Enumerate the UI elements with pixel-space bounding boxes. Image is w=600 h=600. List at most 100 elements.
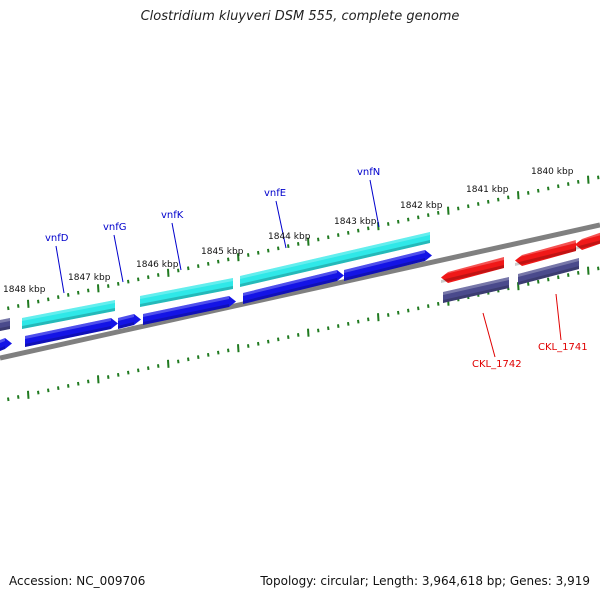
- label-leader-lines: [55, 179, 562, 358]
- tick-mark: [127, 279, 130, 284]
- tick-mark: [47, 297, 50, 302]
- tick-mark: [387, 313, 390, 317]
- kbp-label-1845: 1845 kbp: [201, 247, 244, 257]
- tick-mark: [167, 359, 170, 368]
- tick-mark: [37, 299, 40, 304]
- gene-label-vnfn: vnfN: [357, 167, 380, 178]
- tick-mark: [117, 281, 120, 286]
- gene-label-vnfe: vnfE: [264, 188, 286, 199]
- gene-label-vnfg: vnfG: [103, 222, 127, 233]
- tick-mark: [307, 328, 310, 337]
- gene-ckl-1741: [515, 240, 576, 266]
- tick-mark: [227, 257, 230, 262]
- tick-mark: [87, 288, 90, 293]
- tick-mark: [357, 228, 360, 233]
- tick-mark: [297, 333, 300, 337]
- tick-mark: [157, 273, 160, 277]
- tick-mark: [437, 302, 440, 306]
- tick-mark: [197, 355, 200, 359]
- tick-mark: [287, 335, 290, 340]
- tick-mark: [377, 313, 380, 322]
- tick-mark: [347, 230, 350, 235]
- gene-features: [0, 232, 600, 351]
- tick-mark: [597, 175, 600, 180]
- tick-mark: [107, 284, 110, 288]
- tick-mark: [407, 308, 410, 313]
- tick-mark: [137, 368, 140, 373]
- gene-vnfd: [25, 318, 118, 347]
- tick-mark: [177, 268, 180, 273]
- tick-mark: [327, 235, 330, 240]
- gene-labels: vnfD vnfG vnfK vnfE vnfN CKL_1742 CKL_17…: [45, 167, 588, 370]
- tick-mark: [47, 388, 50, 393]
- tick-mark: [337, 233, 340, 237]
- tick-mark: [37, 390, 40, 395]
- tick-mark: [527, 282, 530, 286]
- tick-mark: [7, 397, 10, 402]
- tick-mark: [527, 191, 530, 195]
- tick-mark: [397, 310, 400, 315]
- leader-vnfn: [369, 179, 380, 228]
- tick-mark: [277, 246, 280, 251]
- tick-mark: [207, 352, 210, 357]
- tick-mark: [427, 304, 430, 309]
- tick-mark: [227, 348, 230, 353]
- gene-vnfe-vnfn-cyan: [240, 232, 430, 287]
- tick-mark: [247, 253, 250, 257]
- tick-mark: [257, 250, 260, 255]
- tick-mark: [337, 324, 340, 328]
- gene-label-ckl-1742: CKL_1742: [472, 359, 522, 370]
- tick-mark: [247, 344, 250, 348]
- kbp-label-1847: 1847 kbp: [68, 273, 111, 283]
- kbp-label-1840: 1840 kbp: [531, 167, 574, 177]
- tick-mark: [597, 266, 600, 271]
- tick-mark: [277, 337, 280, 342]
- tick-mark: [557, 184, 560, 189]
- kbp-label-1843: 1843 kbp: [334, 217, 377, 227]
- leader-vnfd: [55, 245, 65, 294]
- tick-mark: [367, 317, 370, 322]
- tick-mark: [217, 350, 220, 355]
- tick-mark: [17, 304, 20, 308]
- tick-mark: [447, 206, 450, 215]
- tick-mark: [567, 182, 570, 186]
- gene-vnfn: [344, 250, 432, 281]
- leader-vnfg: [113, 234, 124, 283]
- kbp-label-1846: 1846 kbp: [136, 260, 179, 270]
- tick-mark: [407, 217, 410, 222]
- tick-mark: [397, 219, 400, 224]
- tick-mark: [207, 261, 210, 266]
- tick-mark: [117, 372, 120, 377]
- tick-mark: [237, 344, 240, 353]
- lower-tick-track: [7, 266, 600, 402]
- accession-text: Accession: NC_009706: [9, 574, 146, 588]
- tick-mark: [587, 266, 590, 275]
- genome-backbone: [0, 222, 600, 361]
- gene-vnfk: [143, 296, 236, 325]
- tick-mark: [27, 299, 30, 308]
- tick-mark: [577, 270, 580, 275]
- tick-mark: [137, 277, 140, 282]
- tick-mark: [187, 266, 190, 271]
- tick-mark: [547, 277, 550, 282]
- tick-mark: [297, 242, 300, 246]
- tick-mark: [177, 359, 180, 364]
- tick-mark: [267, 248, 270, 253]
- map-title: Clostridium kluyveri DSM 555, complete g…: [140, 9, 460, 24]
- gene-vnfg: [118, 314, 141, 329]
- tick-mark: [457, 206, 460, 211]
- gene-partial-left-blue: [0, 338, 12, 351]
- tick-mark: [237, 253, 240, 262]
- gene-vnfk-cyan: [140, 278, 233, 307]
- gene-vnfe: [243, 270, 344, 304]
- tick-mark: [67, 293, 70, 297]
- tick-mark: [387, 222, 390, 226]
- tick-mark: [367, 226, 370, 231]
- tick-mark: [267, 339, 270, 344]
- tick-mark: [97, 284, 100, 293]
- gene-vnfd-cyan: [22, 300, 115, 329]
- tick-mark: [77, 290, 80, 295]
- tick-mark: [557, 275, 560, 280]
- tick-mark: [547, 186, 550, 191]
